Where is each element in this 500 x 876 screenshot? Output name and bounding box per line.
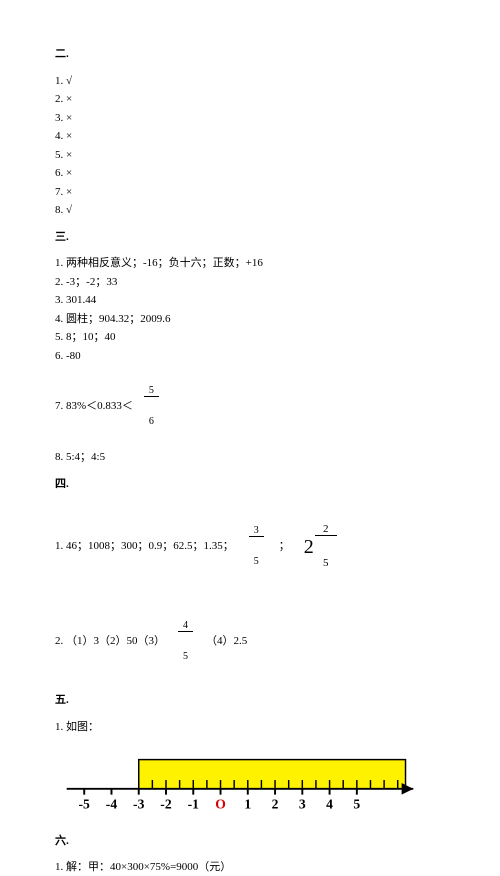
section-4-head: 四. — [55, 476, 445, 493]
s2-item-7: 7. × — [55, 184, 445, 201]
s3-item-7: 7. 83%＜0.833＜ 5 6 — [55, 366, 445, 447]
svg-text:3: 3 — [299, 796, 306, 811]
svg-text:5: 5 — [353, 796, 360, 811]
section-3-head: 三. — [55, 229, 445, 246]
s4-line1-mixed: 2 2 5 — [304, 502, 337, 591]
section-2-head: 二. — [55, 46, 445, 63]
number-line-figure: -5 -4 -3 -2 -1 O 1 2 3 4 5 — [55, 747, 445, 823]
svg-text:O: O — [215, 796, 226, 811]
mixed-fraction: 2 5 — [315, 502, 337, 591]
s2-item-5: 5. × — [55, 147, 445, 164]
frac-num: 4 — [178, 621, 193, 632]
s4-line2-textb: （4）2.5 — [206, 633, 247, 650]
s2-item-6: 6. × — [55, 165, 445, 182]
frac-num: 5 — [144, 386, 159, 397]
s2-item-3: 3. × — [55, 110, 445, 127]
frac-den: 5 — [315, 558, 337, 569]
section-6-head: 六. — [55, 833, 445, 850]
s4-line2-texta: 2. （1）3（2）50（3） — [55, 633, 165, 650]
svg-text:-3: -3 — [133, 796, 145, 811]
s2-item-8: 8. √ — [55, 202, 445, 219]
s4-line1-sep: ； — [279, 538, 290, 555]
section-5-items: 1. 如图： -5 -4 -3 -2 -1 O 1 2 3 4 5 — [55, 719, 445, 823]
section-6-items: 1. 解：甲：40×300×75%=9000（元） — [55, 859, 445, 876]
s4-line1-frac: 3 5 — [249, 506, 264, 587]
section-5-head: 五. — [55, 692, 445, 709]
s2-item-2: 2. × — [55, 91, 445, 108]
frac-den: 5 — [249, 557, 264, 567]
frac-den: 6 — [144, 417, 159, 427]
section-3-items: 1. 两种相反意义；-16；负十六；正数；+16 2. -3；-2；33 3. … — [55, 255, 445, 466]
s3-item-6: 6. -80 — [55, 348, 445, 365]
s4-line2-frac: 4 5 — [178, 601, 193, 682]
s3-item-1: 1. 两种相反意义；-16；负十六；正数；+16 — [55, 255, 445, 272]
s6-item-1: 1. 解：甲：40×300×75%=9000（元） — [55, 859, 445, 876]
section-4-items: 1. 46；1008；300；0.9；62.5；1.35； 3 5 ； 2 2 … — [55, 502, 445, 682]
s3-item-8: 8. 5:4；4:5 — [55, 449, 445, 466]
svg-text:-2: -2 — [160, 796, 172, 811]
section-2-items: 1. √ 2. × 3. × 4. × 5. × 6. × 7. × 8. √ — [55, 73, 445, 219]
svg-text:2: 2 — [272, 796, 279, 811]
svg-text:-1: -1 — [188, 796, 200, 811]
mixed-whole: 2 — [304, 532, 314, 562]
frac-den: 5 — [178, 652, 193, 662]
frac-num: 2 — [315, 524, 337, 536]
s2-item-1: 1. √ — [55, 73, 445, 90]
svg-text:-4: -4 — [106, 796, 118, 811]
s4-line1-text: 1. 46；1008；300；0.9；62.5；1.35； — [55, 538, 234, 555]
s4-line-1: 1. 46；1008；300；0.9；62.5；1.35； 3 5 ； 2 2 … — [55, 502, 445, 591]
svg-text:1: 1 — [244, 796, 251, 811]
s3-item-5: 5. 8；10；40 — [55, 329, 445, 346]
s3-item-3: 3. 301.44 — [55, 292, 445, 309]
s3-item-2: 2. -3；-2；33 — [55, 274, 445, 291]
s4-line-2: 2. （1）3（2）50（3） 4 5 （4）2.5 — [55, 601, 445, 682]
svg-text:-5: -5 — [79, 796, 91, 811]
s2-item-4: 4. × — [55, 128, 445, 145]
number-line-svg: -5 -4 -3 -2 -1 O 1 2 3 4 5 — [55, 747, 425, 817]
s3-item-7-text: 7. 83%＜0.833＜ — [55, 398, 133, 415]
svg-text:4: 4 — [326, 796, 333, 811]
frac-num: 3 — [249, 526, 264, 537]
s3-item-4: 4. 圆柱；904.32；2009.6 — [55, 311, 445, 328]
s3-item-7-frac: 5 6 — [144, 366, 159, 447]
s5-item-1: 1. 如图： — [55, 719, 445, 736]
